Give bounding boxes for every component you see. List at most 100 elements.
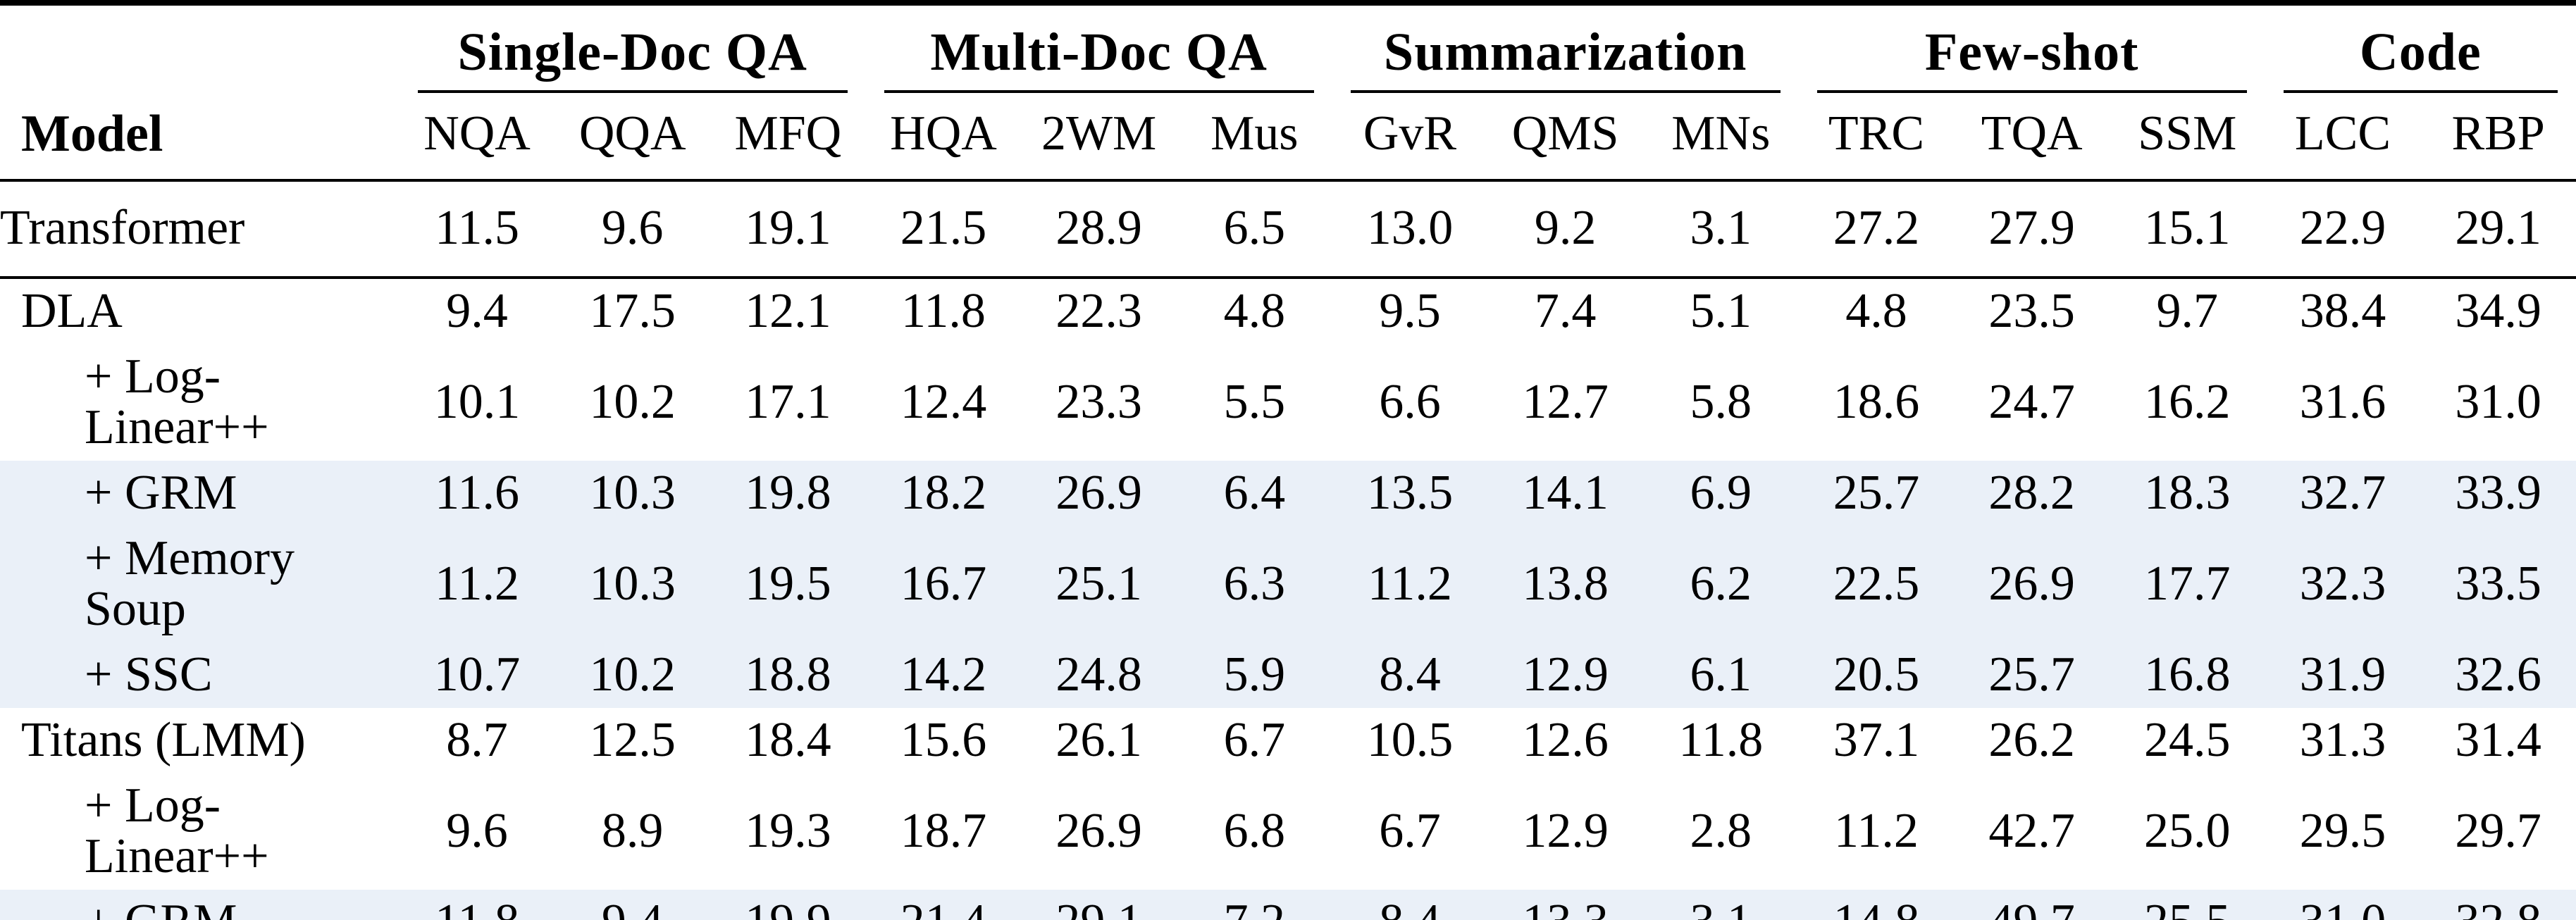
value-cell: 5.8 (1690, 375, 1752, 429)
value-cell: 13.0 (1332, 180, 1488, 279)
column-header-lcc: LCC (2265, 93, 2421, 182)
value-cell: 11.8 (901, 284, 986, 338)
value-cell: 13.5 (1366, 466, 1454, 520)
column-header-mus: Mus (1176, 93, 1332, 182)
value-cell: 31.6 (2299, 375, 2386, 429)
table-row-log-linear: + Log-Linear++ 10.1 10.2 17.1 12.4 23.3 5.5 6.6… (0, 344, 2576, 461)
value-cell: 10.3 (589, 466, 676, 520)
corner-cell (0, 3, 400, 93)
value-cell: 31.4 (2455, 713, 2541, 767)
value-cell: 24.7 (1988, 375, 2075, 429)
value-cell: 5.1 (1690, 284, 1752, 338)
column-header-hqa: HQA (865, 93, 1022, 182)
value-cell: 26.9 (1055, 466, 1142, 520)
value-cell: 22.9 (2265, 180, 2421, 279)
value-cell: 14.1 (1522, 466, 1609, 520)
value-cell: 26.9 (1988, 557, 2075, 611)
value-cell: 11.2 (1368, 557, 1452, 611)
value-cell: 19.5 (745, 557, 831, 611)
value-cell: 29.1 (2420, 180, 2576, 279)
value-cell: 6.8 (1223, 804, 1286, 858)
model-cell: + Memory Soup (85, 531, 295, 636)
value-cell: 19.3 (745, 804, 831, 858)
value-cell: 6.7 (1379, 804, 1441, 858)
value-cell: 7.4 (1534, 284, 1597, 338)
value-cell: 9.4 (446, 284, 508, 338)
value-cell: 18.2 (900, 466, 987, 520)
value-cell: 31.0 (2265, 890, 2421, 920)
value-cell: 7.2 (1177, 890, 1332, 920)
group-header-single-doc-qa: Single-Doc QA (400, 3, 866, 93)
value-cell: 16.2 (2144, 375, 2231, 429)
model-cell: DLA (21, 284, 123, 338)
value-cell: 6.1 (1690, 647, 1752, 702)
value-cell: 19.8 (745, 466, 831, 520)
value-cell: 5.9 (1223, 647, 1286, 702)
value-cell: 12.5 (589, 713, 676, 767)
value-cell: 15.6 (900, 713, 987, 767)
value-cell: 11.2 (435, 557, 519, 611)
value-cell: 5.5 (1223, 375, 1286, 429)
group-header-code: Code (2265, 3, 2576, 93)
value-cell: 6.3 (1223, 557, 1286, 611)
group-label: Code (2283, 24, 2558, 93)
value-cell: 22.3 (1055, 284, 1142, 338)
model-cell: + SSC (85, 647, 213, 702)
model-cell: + GRM (85, 466, 237, 520)
table-row-grm: + GRM11.89.419.921.429.17.28.413.33.114.… (0, 890, 2576, 920)
value-cell: 14.2 (900, 647, 987, 702)
value-cell: 11.6 (435, 466, 519, 520)
column-header-trc: TRC (1798, 93, 1955, 182)
column-header-mfq: MFQ (710, 93, 866, 182)
value-cell: 9.5 (1379, 284, 1441, 338)
value-cell: 49.7 (1954, 890, 2110, 920)
column-header-tqa: TQA (1954, 93, 2110, 182)
value-cell: 6.7 (1223, 713, 1286, 767)
value-cell: 11.5 (399, 180, 555, 279)
value-cell: 32.3 (2299, 557, 2386, 611)
model-cell: Titans (LMM) (21, 713, 306, 767)
value-cell: 19.1 (710, 180, 866, 279)
value-cell: 33.5 (2455, 557, 2541, 611)
value-cell: 3.1 (1642, 180, 1799, 279)
value-cell: 10.1 (433, 375, 521, 429)
value-cell: 9.6 (555, 180, 710, 279)
value-cell: 17.5 (589, 284, 676, 338)
column-header-2wm: 2WM (1021, 93, 1177, 182)
group-header-row: Single-Doc QA Multi-Doc QA Summarization Fe… (0, 3, 2576, 93)
value-cell: 13.3 (1487, 890, 1643, 920)
value-cell: 12.9 (1522, 647, 1609, 702)
column-header-row: Model NQA QQA MFQ HQA 2WM Mus GvR QMS MNs TRC TQA SS… (0, 93, 2576, 182)
value-cell: 18.8 (745, 647, 831, 702)
value-cell: 25.1 (1055, 557, 1142, 611)
value-cell: 13.8 (1522, 557, 1609, 611)
value-cell: 6.5 (1176, 180, 1332, 279)
value-cell: 10.5 (1366, 713, 1454, 767)
value-cell: 29.5 (2299, 804, 2386, 858)
value-cell: 31.0 (2455, 375, 2541, 429)
table-row-grm: + GRM 11.6 10.3 19.8 18.2 26.9 6.4 13.5 14.1 6.9 2… (0, 461, 2576, 526)
value-cell: 18.3 (2144, 466, 2231, 520)
value-cell: 10.2 (589, 647, 676, 702)
model-cell: + Log-Linear++ (85, 778, 269, 883)
value-cell: 33.9 (2455, 466, 2541, 520)
value-cell: 20.5 (1833, 647, 1920, 702)
value-cell: 25.7 (1988, 647, 2075, 702)
column-header-mns: MNs (1642, 93, 1799, 182)
value-cell: 18.7 (900, 804, 987, 858)
value-cell: 25.7 (1833, 466, 1920, 520)
value-cell: 37.1 (1833, 713, 1920, 767)
value-cell: 26.1 (1055, 713, 1142, 767)
value-cell: 17.1 (745, 375, 831, 429)
value-cell: 38.4 (2299, 284, 2386, 338)
value-cell: 12.4 (900, 375, 987, 429)
value-cell: 42.7 (1988, 804, 2075, 858)
value-cell: 4.8 (1223, 284, 1286, 338)
value-cell: 8.4 (1332, 890, 1488, 920)
value-cell: 3.1 (1643, 890, 1799, 920)
value-cell: 8.7 (446, 713, 508, 767)
column-header-nqa: NQA (399, 93, 555, 182)
table-row-transformer: Transformer 11.5 9.6 19.1 21.5 28.9 6.5 13.0 9.2… (0, 180, 2576, 279)
table-row-titans-lmm: Titans (LMM) 8.7 12.5 18.4 15.6 26.1 6.7 10.5 12… (0, 708, 2576, 773)
value-cell: 8.4 (1379, 647, 1441, 702)
